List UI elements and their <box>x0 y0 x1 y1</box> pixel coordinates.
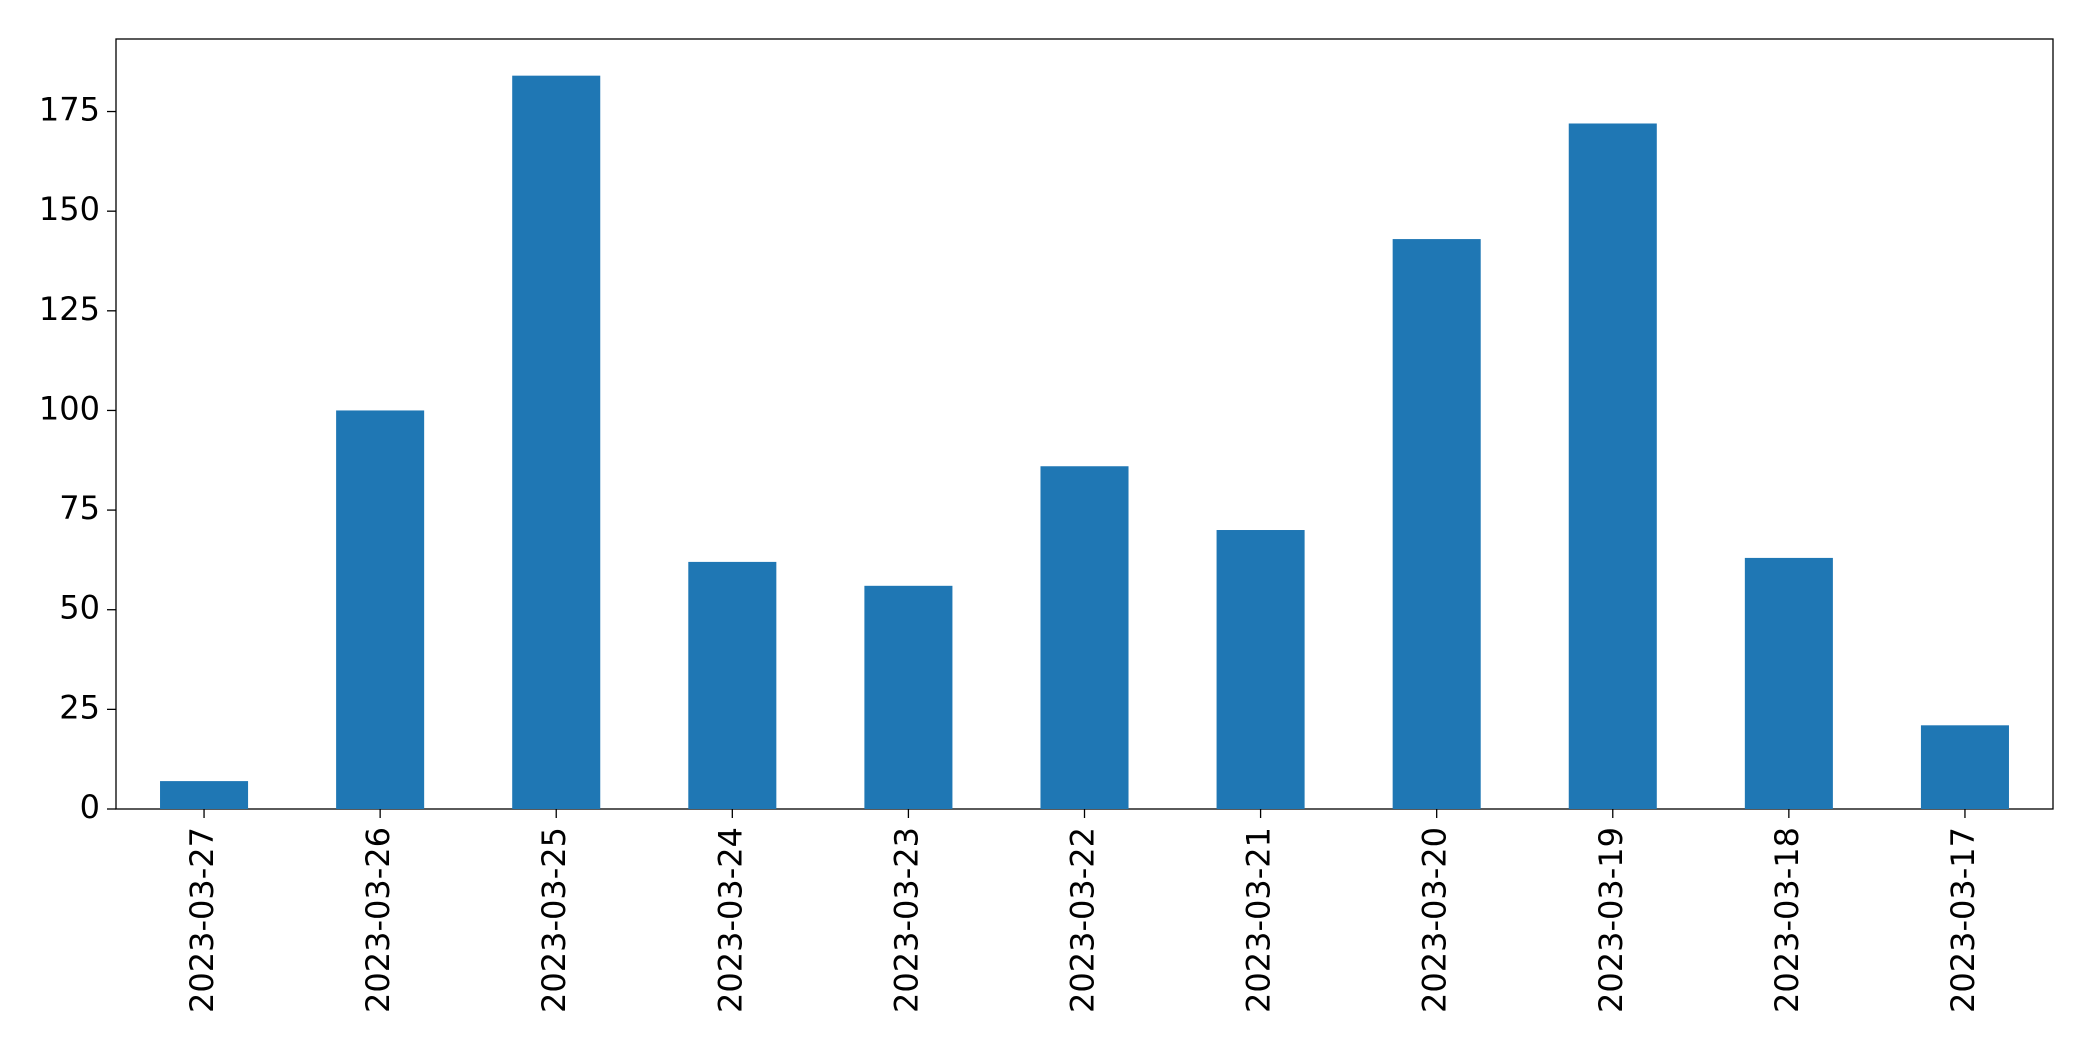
x-tick-label: 2023-03-26 <box>359 827 397 1013</box>
bar <box>1040 466 1129 809</box>
y-tick-label: 125 <box>39 290 100 328</box>
y-tick-label: 100 <box>39 389 100 427</box>
x-tick-label: 2023-03-17 <box>1944 827 1982 1013</box>
y-tick-label: 0 <box>80 788 100 826</box>
bar <box>1568 123 1657 810</box>
bar <box>1392 239 1481 810</box>
bar <box>336 410 425 809</box>
bar <box>1920 725 2009 809</box>
y-tick-label: 25 <box>59 688 100 726</box>
bar <box>688 561 777 809</box>
x-tick-label: 2023-03-22 <box>1064 827 1102 1013</box>
y-tick-label: 175 <box>39 91 100 129</box>
x-tick-label: 2023-03-19 <box>1592 827 1630 1013</box>
bar <box>864 585 953 809</box>
bar <box>512 75 601 809</box>
x-tick-label: 2023-03-18 <box>1768 827 1806 1013</box>
bar <box>160 781 249 809</box>
x-tick-label: 2023-03-25 <box>535 827 573 1013</box>
bar <box>1216 530 1305 809</box>
x-tick-label: 2023-03-24 <box>711 827 749 1013</box>
y-tick-label: 150 <box>39 190 100 228</box>
x-tick-label: 2023-03-23 <box>887 827 925 1013</box>
x-tick-label: 2023-03-27 <box>183 827 221 1013</box>
y-tick-label: 50 <box>59 589 100 627</box>
bar <box>1744 557 1833 809</box>
y-tick-label: 75 <box>59 489 100 527</box>
x-tick-label: 2023-03-20 <box>1416 827 1454 1013</box>
x-tick-label: 2023-03-21 <box>1240 827 1278 1013</box>
